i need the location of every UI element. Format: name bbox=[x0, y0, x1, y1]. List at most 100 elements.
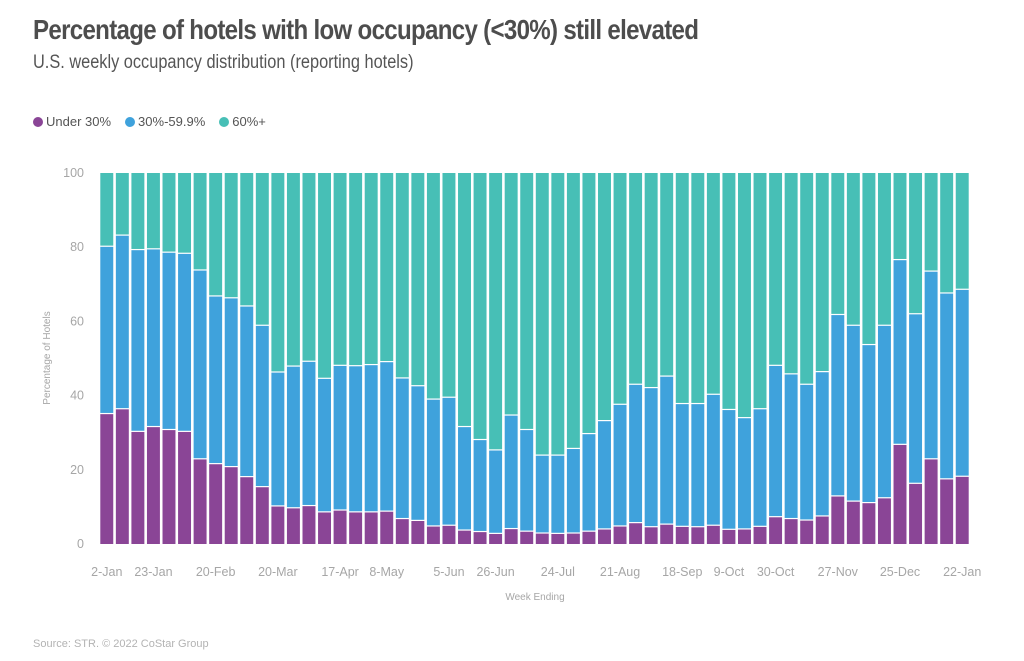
y-tick-label: 60 bbox=[70, 314, 84, 328]
bar-segment-60 bbox=[411, 173, 425, 386]
bar-segment-60 bbox=[769, 173, 783, 365]
bar-segment-60 bbox=[209, 173, 223, 296]
bar-segment-under-30 bbox=[240, 477, 254, 544]
bar-segment-30-59-9 bbox=[458, 427, 471, 530]
bar-segment-under-30 bbox=[800, 520, 814, 544]
bar-stack bbox=[473, 173, 487, 544]
bar-segment-60 bbox=[162, 173, 176, 252]
bar-segment-under-30 bbox=[815, 516, 829, 544]
bar-segment-under-30 bbox=[691, 527, 705, 544]
x-tick-label: 17-Apr bbox=[321, 565, 359, 579]
bar-stack bbox=[582, 173, 596, 544]
bar-segment-under-30 bbox=[722, 529, 736, 544]
bar-segment-60 bbox=[551, 173, 565, 455]
x-tick-label: 27-Nov bbox=[818, 565, 859, 579]
bar-segment-60 bbox=[613, 173, 627, 404]
bar-segment-60 bbox=[737, 173, 751, 418]
bar-stack bbox=[722, 173, 736, 544]
bar-segment-60 bbox=[815, 173, 829, 372]
bar-stack bbox=[737, 173, 751, 544]
bar-segment-under-30 bbox=[333, 510, 347, 544]
bar-segment-30-59-9 bbox=[162, 252, 176, 429]
bar-segment-60 bbox=[940, 173, 954, 293]
x-tick-label: 30-Oct bbox=[757, 565, 795, 579]
bar-stack bbox=[146, 173, 160, 544]
legend-swatch-30-59 bbox=[125, 116, 136, 127]
bar-segment-under-30 bbox=[209, 464, 223, 544]
bar-segment-under-30 bbox=[831, 496, 845, 544]
bar-stack bbox=[504, 173, 518, 544]
bar-segment-30-59-9 bbox=[364, 365, 378, 512]
chart-subtitle: U.S. weekly occupancy distribution (repo… bbox=[33, 52, 414, 73]
bar-segment-60 bbox=[909, 173, 923, 314]
bar-segment-60 bbox=[473, 173, 487, 439]
bar-segment-30-59-9 bbox=[737, 418, 751, 529]
bar-segment-30-59-9 bbox=[115, 235, 129, 409]
x-tick-label: 22-Jan bbox=[943, 565, 981, 579]
bar-stack bbox=[349, 173, 363, 544]
bar-segment-under-30 bbox=[862, 503, 876, 544]
bar-segment-30-59-9 bbox=[178, 253, 192, 431]
bar-segment-30-59-9 bbox=[862, 345, 876, 502]
x-tick-label: 20-Mar bbox=[258, 565, 298, 579]
bar-stack bbox=[660, 173, 674, 544]
bar-segment-60 bbox=[629, 173, 643, 384]
bar-segment-60 bbox=[271, 173, 285, 372]
bar-segment-under-30 bbox=[131, 431, 145, 544]
bar-segment-60 bbox=[784, 173, 798, 374]
bar-segment-30-59-9 bbox=[551, 455, 565, 533]
bar-segment-under-30 bbox=[193, 459, 207, 544]
bar-segment-30-59-9 bbox=[395, 378, 409, 518]
bar-segment-60 bbox=[255, 173, 269, 325]
bar-segment-under-30 bbox=[660, 524, 674, 544]
bar-segment-30-59-9 bbox=[271, 372, 285, 506]
bar-stack bbox=[333, 173, 347, 544]
y-tick-label: 80 bbox=[70, 240, 84, 254]
bar-segment-under-30 bbox=[551, 533, 565, 544]
bar-stack bbox=[551, 173, 565, 544]
bar-segment-60 bbox=[395, 173, 409, 378]
bar-segment-60 bbox=[675, 173, 689, 403]
bar-segment-60 bbox=[286, 173, 300, 366]
source-note: Source: STR. © 2022 CoStar Group bbox=[33, 638, 209, 650]
bar-segment-under-30 bbox=[411, 520, 425, 544]
bar-segment-under-30 bbox=[644, 527, 658, 544]
bar-segment-under-30 bbox=[582, 531, 596, 544]
bar-segment-60 bbox=[598, 173, 611, 420]
bar-segment-30-59-9 bbox=[302, 361, 316, 505]
legend: Under 30% 30%-59.9% 60%+ bbox=[33, 114, 266, 129]
bar-segment-under-30 bbox=[924, 459, 938, 544]
bar-segment-60 bbox=[318, 173, 332, 378]
bar-stack bbox=[458, 173, 471, 544]
bar-stack bbox=[784, 173, 798, 544]
bar-segment-30-59-9 bbox=[489, 450, 503, 533]
x-tick-label: 26-Jun bbox=[476, 565, 514, 579]
bar-segment-30-59-9 bbox=[582, 434, 596, 531]
chart-title: Percentage of hotels with low occupancy … bbox=[33, 14, 699, 45]
bar-segment-30-59-9 bbox=[520, 430, 534, 531]
bar-stack bbox=[893, 173, 907, 544]
bar-segment-under-30 bbox=[629, 523, 643, 544]
bar-stack bbox=[193, 173, 207, 544]
bar-segment-30-59-9 bbox=[349, 366, 363, 512]
bar-segment-30-59-9 bbox=[955, 289, 969, 476]
bar-stack bbox=[831, 173, 845, 544]
bar-segment-under-30 bbox=[162, 430, 176, 544]
bar-segment-60 bbox=[426, 173, 440, 399]
y-tick-label: 20 bbox=[70, 463, 84, 477]
legend-label-under-30: Under 30% bbox=[46, 114, 112, 129]
bar-stack bbox=[613, 173, 627, 544]
bar-segment-60 bbox=[846, 173, 860, 325]
bar-segment-under-30 bbox=[380, 511, 394, 544]
bar-segment-30-59-9 bbox=[100, 246, 114, 413]
bar-stack bbox=[769, 173, 783, 544]
bar-segment-60 bbox=[955, 173, 969, 289]
bar-segment-60 bbox=[178, 173, 192, 253]
bar-segment-30-59-9 bbox=[940, 293, 954, 479]
bar-stack bbox=[302, 173, 316, 544]
x-tick-label: 21-Aug bbox=[600, 565, 640, 579]
bar-segment-under-30 bbox=[115, 409, 129, 544]
bar-segment-under-30 bbox=[426, 526, 440, 544]
bar-segment-30-59-9 bbox=[255, 325, 269, 487]
x-tick-label: 23-Jan bbox=[134, 565, 172, 579]
